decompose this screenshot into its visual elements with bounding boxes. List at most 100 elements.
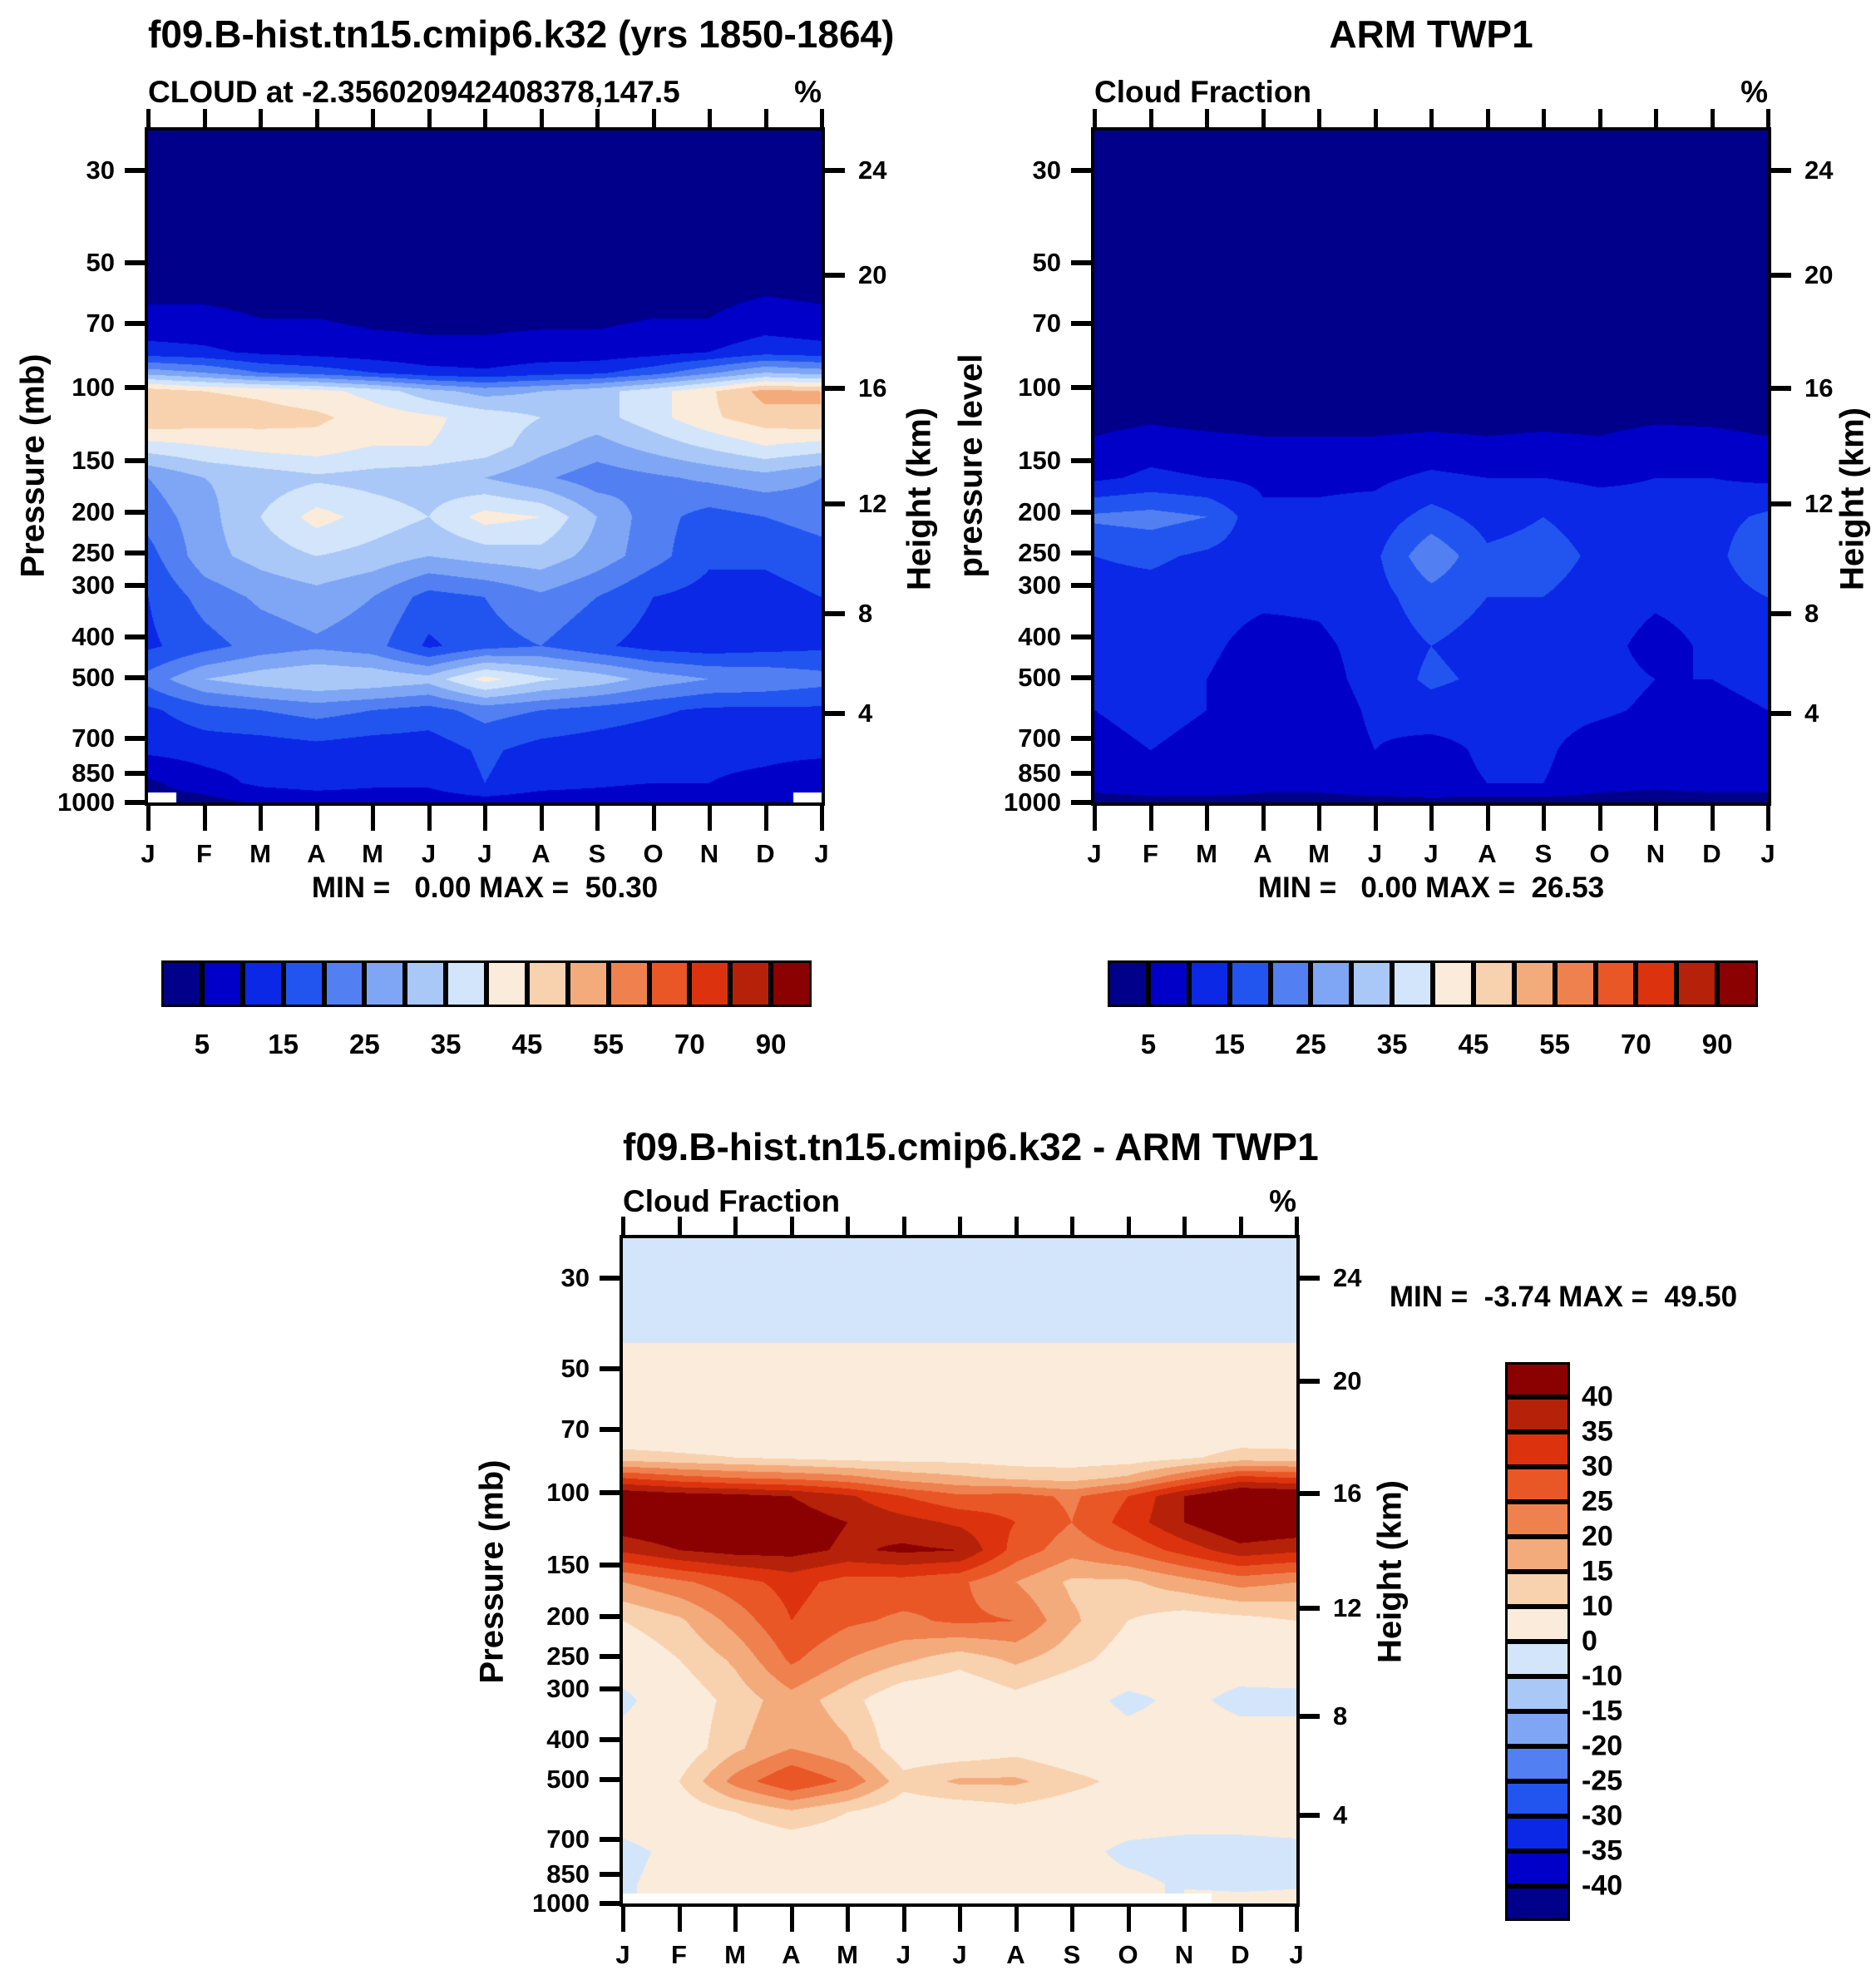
colorbar-tick-label: 45: [1458, 1029, 1489, 1059]
month-label: J: [896, 1940, 911, 1969]
chart-model-contour-canvas: [148, 131, 822, 802]
month-label: J: [952, 1940, 967, 1969]
colorbar-cell: [1188, 960, 1230, 1007]
colorbar-tick-label: 90: [1701, 1029, 1733, 1059]
colorbar-cell: [1513, 960, 1555, 1007]
month-label: J: [1367, 839, 1383, 868]
chart-obs-title: ARM TWP1: [1329, 12, 1533, 56]
colorbar-cell: [1676, 960, 1718, 1007]
pressure-tick: [125, 320, 145, 326]
colorbar-tick-label: 25: [1582, 1485, 1613, 1518]
month-tick: [789, 1217, 794, 1235]
month-tick: [1710, 806, 1715, 831]
height-tick: [1300, 1713, 1320, 1719]
pressure-tick: [600, 1653, 620, 1659]
pressure-tick: [125, 260, 145, 265]
colorbar-tick-label: 20: [1582, 1520, 1613, 1553]
pressure-tick: [125, 634, 145, 640]
month-tick: [651, 806, 656, 831]
height-tick: [825, 501, 845, 507]
colorbar-cell: [1505, 1537, 1570, 1572]
month-tick: [1295, 1217, 1299, 1235]
chart-diff-contour-canvas: [623, 1238, 1296, 1903]
month-label: J: [1760, 839, 1775, 868]
pressure-tick: [125, 735, 145, 741]
pressure-tick-label: 30: [560, 1262, 590, 1292]
month-label: D: [756, 839, 775, 868]
month-label: J: [1289, 1940, 1304, 1969]
month-tick: [1070, 1217, 1074, 1235]
chart-diff-title: f09.B-hist.tn15.cmip6.k32 - ARM TWP1: [623, 1125, 1319, 1168]
pressure-tick: [1071, 510, 1091, 516]
colorbar-cell: [1505, 1502, 1570, 1537]
month-tick: [146, 109, 151, 127]
month-tick: [820, 806, 824, 831]
colorbar-tick-label: 0: [1582, 1625, 1597, 1657]
pressure-tick-label: 250: [72, 537, 115, 567]
colorbar-cell: [364, 960, 406, 1007]
colorbar-cell: [730, 960, 772, 1007]
colorbar-cell: [526, 960, 568, 1007]
month-tick: [539, 806, 544, 831]
colorbar-tick-label: -25: [1582, 1765, 1623, 1797]
height-tick-label: 4: [858, 698, 873, 728]
colorbar-cell: [486, 960, 527, 1007]
pressure-tick: [1071, 800, 1091, 805]
month-label: J: [421, 839, 437, 868]
pressure-tick-label: 1000: [57, 788, 115, 817]
height-tick: [1300, 1812, 1320, 1818]
month-tick: [1148, 109, 1153, 127]
height-tick-label: 20: [858, 259, 887, 289]
month-tick: [371, 109, 375, 127]
chart-diff-yaxis-right-title: Height (km): [1371, 1480, 1409, 1663]
pressure-tick: [125, 674, 145, 680]
month-tick: [1295, 1907, 1299, 1932]
height-tick: [1771, 501, 1791, 507]
pressure-tick: [1071, 674, 1091, 680]
height-tick: [825, 168, 845, 174]
month-tick: [1485, 109, 1490, 127]
month-label: M: [1308, 839, 1330, 868]
pressure-tick-label: 100: [546, 1478, 590, 1508]
month-tick: [1238, 1217, 1243, 1235]
pressure-tick-label: 400: [1018, 622, 1061, 652]
height-tick-label: 16: [1333, 1479, 1362, 1508]
pressure-tick: [125, 550, 145, 555]
colorbar-tick-label: 40: [1582, 1380, 1613, 1413]
pressure-tick: [600, 1686, 620, 1691]
colorbar-tick-label: 35: [1376, 1029, 1408, 1059]
month-label: N: [699, 839, 719, 868]
pressure-tick: [125, 800, 145, 805]
month-label: D: [1702, 839, 1721, 868]
pressure-tick-label: 1000: [1004, 788, 1061, 817]
pressure-tick: [1071, 735, 1091, 741]
height-tick: [1771, 610, 1791, 616]
month-label: F: [196, 839, 212, 868]
month-label: M: [1196, 839, 1217, 868]
colorbar-tick-label: 15: [1582, 1555, 1613, 1587]
colorbar-cell: [1554, 960, 1596, 1007]
month-tick: [1766, 806, 1770, 831]
pressure-tick-label: 150: [1018, 446, 1061, 475]
colorbar-cell: [1505, 1851, 1570, 1886]
colorbar-cell: [1505, 1886, 1570, 1921]
colorbar-tick-label: 30: [1582, 1450, 1613, 1483]
height-tick-label: 12: [1804, 489, 1834, 519]
month-tick: [733, 1907, 738, 1932]
month-tick: [1766, 109, 1770, 127]
colorbar-cell: [608, 960, 649, 1007]
height-tick: [1771, 710, 1791, 716]
month-label: A: [1006, 1940, 1025, 1969]
month-label: A: [1478, 839, 1497, 868]
height-tick-label: 16: [858, 373, 887, 403]
month-tick: [1070, 1907, 1074, 1932]
colorbar-cell: [1505, 1467, 1570, 1502]
chart-obs-minmax: MIN = 0.00 MAX = 26.53: [1257, 871, 1605, 904]
height-tick-label: 8: [1804, 598, 1819, 628]
colorbar-cell: [1505, 1432, 1570, 1467]
chart-model-left-string: CLOUD at -2.356020942408378,147.5: [148, 75, 680, 109]
month-tick: [677, 1907, 682, 1932]
colorbar-cell: [1505, 1572, 1570, 1607]
month-label: J: [1087, 839, 1102, 868]
height-tick-label: 4: [1804, 698, 1819, 728]
